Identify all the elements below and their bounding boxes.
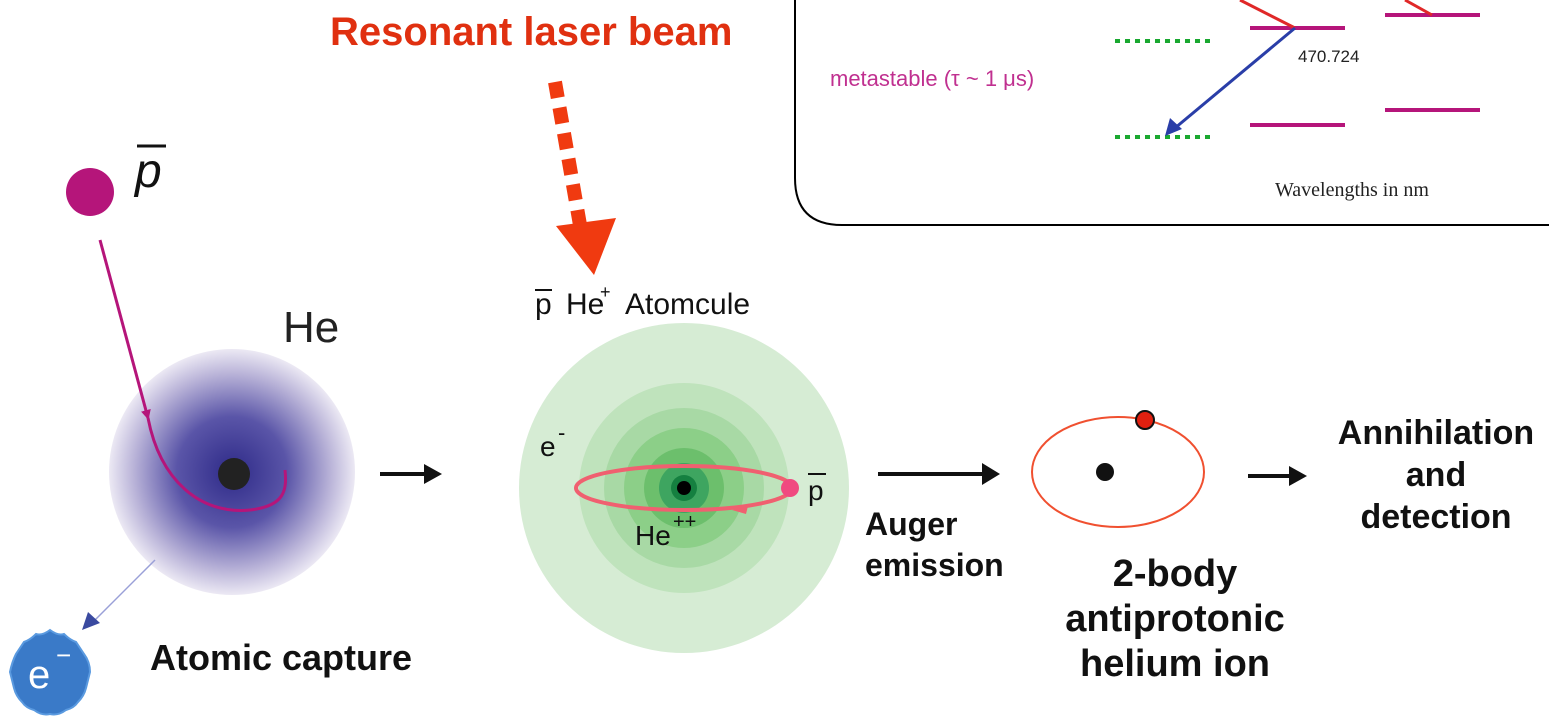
auger-line: Auger xyxy=(865,506,957,542)
wavelength: 470.724 xyxy=(1298,47,1359,66)
laser-transition xyxy=(1404,0,1433,17)
inset: 470.724 metastable (τ ~ 1 μs) Wavelength… xyxy=(794,0,1549,226)
laser-transition xyxy=(1239,0,1296,30)
arrowhead xyxy=(1165,118,1182,136)
annihilation-line: Annihilation xyxy=(1338,414,1534,452)
atom-label: He xyxy=(283,303,339,352)
laser-beam xyxy=(548,80,587,227)
antiproton xyxy=(1135,410,1155,430)
atomcule-atom: He xyxy=(566,288,604,321)
arrowhead xyxy=(732,506,748,514)
laser-arrowhead xyxy=(556,218,616,275)
annihilation-line: detection xyxy=(1360,498,1511,536)
arrowhead xyxy=(424,464,442,484)
state-label: metastable (τ ~ 1 μs) xyxy=(830,66,1034,91)
nucleus xyxy=(218,458,250,490)
nucleus-charge: ++ xyxy=(673,511,696,533)
electron-charge: − xyxy=(56,640,71,670)
electron-label: e xyxy=(28,653,50,697)
arrowhead xyxy=(82,612,100,630)
atomcule-charge: + xyxy=(600,282,611,302)
electron-path xyxy=(94,559,156,621)
antiproton xyxy=(66,168,114,216)
electron-label: e xyxy=(540,431,556,462)
arrowhead xyxy=(1289,466,1307,486)
decay-arrow xyxy=(1174,26,1296,130)
electron xyxy=(8,628,92,716)
annihilation-line: and xyxy=(1406,456,1466,494)
note: Wavelengths in nm xyxy=(1275,179,1429,201)
antiproton-label: p xyxy=(808,475,824,506)
antiproton xyxy=(781,479,799,497)
inset-frame xyxy=(794,0,1549,226)
ion-orbit xyxy=(1031,416,1205,528)
nucleus xyxy=(677,481,691,495)
auger-line: emission xyxy=(865,547,1004,583)
ion-line: antiprotonic xyxy=(1065,598,1285,640)
nucleus-label: He xyxy=(635,520,671,551)
antiproton-path xyxy=(146,417,287,512)
ion-line: 2-body xyxy=(1113,553,1238,595)
ion-line: helium ion xyxy=(1080,643,1270,685)
laser-label: Resonant laser beam xyxy=(330,10,732,54)
electron-charge: - xyxy=(558,420,565,445)
atomcule-name: Atomcule xyxy=(625,288,750,321)
nucleus xyxy=(1096,463,1114,481)
atomcule-antiproton: p xyxy=(535,288,552,321)
arrowhead xyxy=(982,463,1000,485)
antiproton-label: p xyxy=(133,145,162,198)
antiproton-path xyxy=(98,239,151,420)
caption: Atomic capture xyxy=(150,637,412,678)
